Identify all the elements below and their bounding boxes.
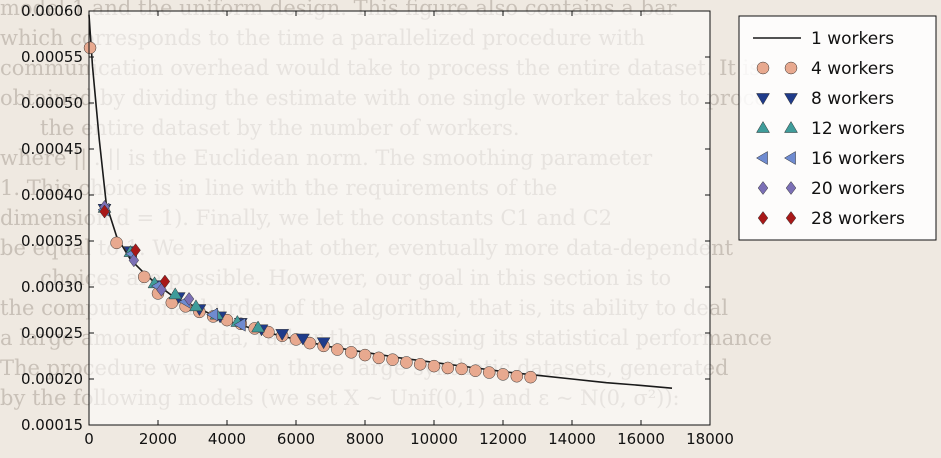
data-point (524, 370, 537, 384)
y-tick-label: 0.00040 (21, 186, 83, 204)
x-tick-label: 2000 (139, 430, 177, 448)
legend-swatch (785, 181, 797, 195)
data-point (295, 333, 310, 346)
data-point (130, 243, 141, 258)
legend-swatch (784, 121, 798, 133)
y-tick-label: 0.00045 (21, 140, 83, 158)
x-tick-label: 10000 (410, 430, 458, 448)
x-tick-label: 16000 (617, 430, 665, 448)
legend-label: 4 workers (811, 59, 894, 79)
data-point (275, 329, 290, 341)
data-point (99, 204, 110, 219)
y-tick-label: 0.00050 (21, 94, 83, 112)
data-point (427, 359, 441, 373)
data-point (110, 236, 123, 250)
data-point (83, 41, 97, 55)
y-tick-label: 0.00020 (21, 370, 83, 388)
data-point (137, 270, 151, 284)
x-tick-label: 8000 (346, 430, 384, 448)
legend-swatch (784, 61, 798, 75)
legend-swatch (784, 93, 798, 105)
legend-swatch (756, 151, 768, 165)
data-point (469, 364, 482, 377)
legend-label: 12 workers (811, 119, 905, 139)
legend-label: 20 workers (811, 179, 905, 199)
data-point (233, 317, 246, 332)
data-point (482, 366, 496, 379)
legend-label: 16 workers (811, 149, 905, 169)
legend-swatch (757, 181, 769, 195)
x-tick-label: 18000 (686, 430, 734, 448)
x-tick-label: 14000 (548, 430, 596, 448)
legend-label: 8 workers (811, 89, 894, 109)
legend-swatch (756, 121, 770, 133)
data-point (358, 348, 372, 362)
legend-swatch (784, 151, 796, 165)
legend-swatch (785, 211, 797, 225)
data-point (344, 346, 358, 359)
legend-swatch (756, 93, 770, 105)
axes-frame (88, 10, 711, 426)
y-tick-label: 0.00015 (21, 416, 83, 434)
data-point (183, 292, 195, 306)
data-point (206, 307, 218, 322)
data-point (168, 287, 183, 300)
legend-box (738, 15, 937, 241)
data-point (251, 320, 265, 333)
data-point (400, 356, 413, 369)
plot-area (89, 11, 710, 425)
x-tick-label: 4000 (208, 430, 246, 448)
data-point (128, 253, 140, 268)
y-tick-label: 0.00035 (21, 232, 83, 250)
y-tick-label: 0.00060 (21, 2, 83, 20)
y-tick-label: 0.00025 (21, 324, 83, 342)
legend-swatch (756, 61, 770, 75)
data-point (316, 337, 331, 350)
x-tick-label: 6000 (277, 430, 315, 448)
data-point (189, 299, 203, 312)
data-point (372, 351, 386, 365)
y-tick-label: 0.00030 (21, 278, 83, 296)
y-tick-label: 0.00055 (21, 48, 83, 66)
data-point (159, 274, 171, 289)
legend-swatch (757, 211, 769, 225)
x-tick-label: 12000 (479, 430, 527, 448)
data-point (455, 362, 468, 376)
data-point (510, 369, 524, 383)
data-point (386, 353, 399, 366)
data-point (496, 368, 510, 381)
data-point (441, 361, 455, 375)
data-point (413, 358, 427, 371)
legend-label: 28 workers (811, 209, 905, 229)
legend-label: 1 workers (811, 29, 894, 49)
data-point (331, 343, 344, 356)
x-tick-label: 0 (84, 430, 94, 448)
